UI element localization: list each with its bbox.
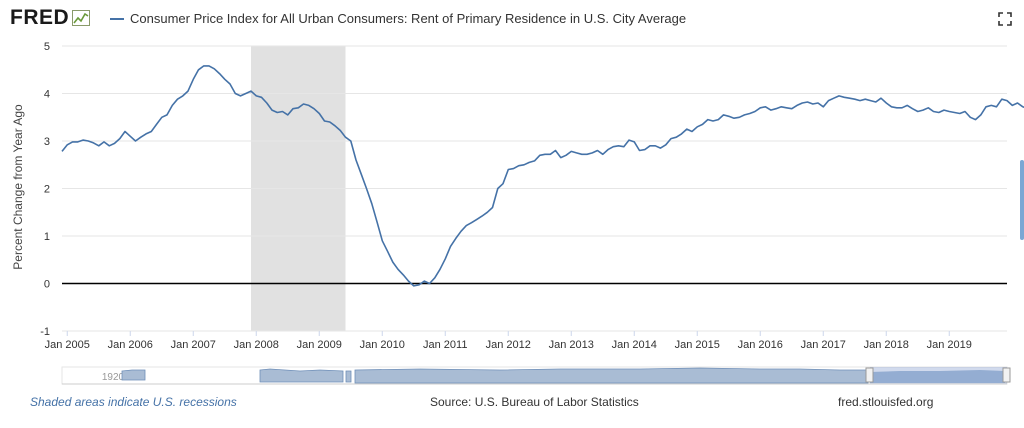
x-tick-label: Jan 2012 (486, 339, 531, 351)
chart-footer: Shaded areas indicate U.S. recessions So… (0, 395, 1024, 415)
y-tick-label: 4 (44, 89, 50, 101)
navigator-handle-left[interactable] (865, 367, 874, 383)
range-navigator[interactable]: 19201940196019802000 (61, 366, 1011, 385)
x-tick-label: Jan 2018 (864, 339, 909, 351)
y-tick-label: -1 (40, 326, 50, 338)
y-tick-label: 1 (44, 231, 50, 243)
logo-text: FRED (10, 6, 70, 29)
navigator-year-label: 1920 (102, 372, 125, 383)
x-tick-label: Jan 2019 (927, 339, 972, 351)
y-tick-label: 5 (44, 41, 50, 53)
fred-logo[interactable]: FRED (10, 6, 91, 30)
series-legend[interactable]: Consumer Price Index for All Urban Consu… (110, 11, 686, 26)
y-tick-label: 2 (44, 184, 50, 196)
legend-line-swatch (110, 17, 124, 20)
y-axis-ticks: -1 0 1 2 3 4 5 (40, 41, 50, 338)
y-tick-label: 0 (44, 279, 50, 291)
x-tick-label: Jan 2010 (360, 339, 405, 351)
x-tick-label: Jan 2015 (675, 339, 720, 351)
x-tick-label: Jan 2007 (171, 339, 216, 351)
series-title: Consumer Price Index for All Urban Consu… (130, 11, 687, 26)
x-axis-ticks: Jan 2005 Jan 2006 Jan 2007 Jan 2008 Jan 2009… (45, 331, 972, 351)
x-tick-label: Jan 2009 (297, 339, 342, 351)
logo-chart-icon (72, 10, 91, 26)
y-tick-label: 3 (44, 136, 50, 148)
navigator-handle-right[interactable] (1002, 367, 1011, 383)
x-tick-label: Jan 2006 (108, 339, 153, 351)
navigator-series (121, 367, 869, 384)
x-tick-label: Jan 2014 (612, 339, 657, 351)
x-tick-label: Jan 2008 (234, 339, 279, 351)
fred-site-link[interactable]: fred.stlouisfed.org (838, 395, 934, 409)
source-text: Source: U.S. Bureau of Labor Statistics (430, 395, 639, 409)
x-tick-label: Jan 2005 (45, 339, 90, 351)
x-tick-label: Jan 2013 (549, 339, 594, 351)
side-scroll-tab[interactable] (1020, 160, 1024, 240)
x-tick-label: Jan 2011 (423, 339, 467, 351)
y-axis-title: Percent Change from Year Ago (11, 104, 25, 270)
navigator-selected-series (870, 370, 1005, 383)
series-line[interactable] (61, 65, 1024, 287)
chart-header: FRED Consumer Price Index for All Urban … (0, 0, 1024, 40)
recession-note-link[interactable]: Shaded areas indicate U.S. recessions (30, 395, 237, 409)
x-tick-label: Jan 2016 (738, 339, 783, 351)
fullscreen-icon[interactable] (998, 12, 1012, 26)
x-tick-label: Jan 2017 (801, 339, 846, 351)
grid-lines (62, 45, 1007, 332)
